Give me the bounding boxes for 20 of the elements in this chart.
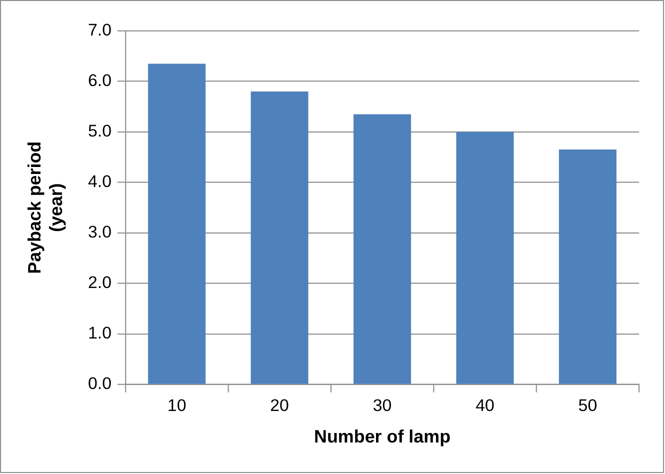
- y-tick-label: 5.0: [88, 122, 112, 141]
- y-tick-label: 3.0: [88, 222, 112, 242]
- y-tick-label: 1.0: [88, 324, 112, 343]
- y-tick-label: 2.0: [88, 273, 112, 292]
- x-tick-label: 10: [167, 396, 186, 416]
- x-axis-title: Number of lamp: [314, 426, 451, 446]
- y-tick-label: 4.0: [88, 172, 112, 192]
- bar: [456, 132, 514, 384]
- bar: [354, 114, 412, 384]
- x-tick-label: 40: [476, 396, 494, 416]
- y-tick-label: 6.0: [88, 71, 112, 90]
- bar: [148, 64, 206, 384]
- x-tick-label: 30: [372, 396, 392, 416]
- y-tick-label: 7.0: [88, 20, 112, 40]
- bar: [250, 91, 308, 384]
- y-tick-label: 0.0: [88, 374, 112, 394]
- bar: [558, 150, 616, 384]
- x-tick-label: 20: [270, 396, 289, 416]
- y-axis-title: Payback period (year): [24, 141, 66, 274]
- x-tick-label: 50: [578, 396, 598, 416]
